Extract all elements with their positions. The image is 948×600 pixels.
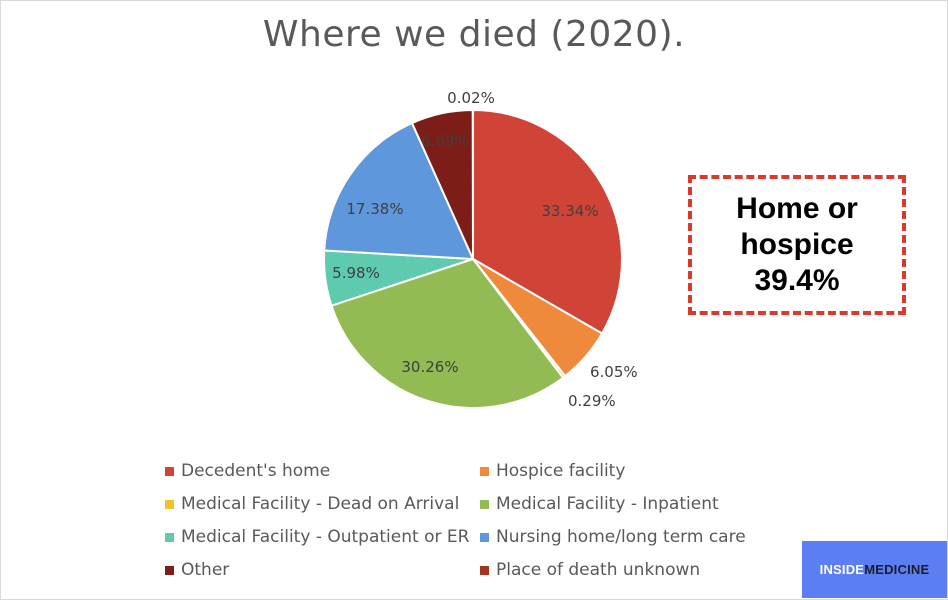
- legend-item: Place of death unknown: [480, 559, 780, 581]
- legend-item: Other: [165, 559, 480, 581]
- chart-title: Where we died (2020).: [262, 14, 686, 55]
- legend-label: Nursing home/long term care: [496, 527, 746, 547]
- pie-slice-medical-facility-inpatient: [330, 257, 565, 409]
- legend-item: Hospice facility: [480, 460, 780, 482]
- legend-swatch: [165, 499, 174, 509]
- pie-slice-nursing-home-long-term-care: [323, 121, 475, 261]
- slice-data-label: 0.29%: [568, 392, 616, 410]
- pie-slice-decedent-s-home: [472, 108, 623, 335]
- legend-label: Place of death unknown: [496, 560, 701, 580]
- legend-item: Medical Facility - Dead on Arrival: [165, 493, 480, 515]
- legend-label: Medical Facility - Outpatient or ER: [181, 527, 470, 547]
- brand-logo-text: INSIDEMEDICINE: [819, 562, 930, 577]
- legend-swatch: [480, 565, 489, 575]
- legend-swatch: [480, 466, 489, 476]
- slice-data-label: 6.69%: [421, 132, 469, 150]
- legend-item: Medical Facility - Inpatient: [480, 493, 780, 515]
- legend-label: Medical Facility - Inpatient: [496, 494, 719, 514]
- slice-data-label: 5.98%: [332, 264, 380, 282]
- legend-label: Hospice facility: [496, 461, 626, 481]
- legend-item: Nursing home/long term care: [480, 526, 780, 548]
- legend-item: Medical Facility - Outpatient or ER: [165, 526, 480, 548]
- legend-swatch: [165, 565, 174, 575]
- callout-text: Home or hospice 39.4%: [736, 191, 858, 299]
- slice-data-label: 30.26%: [401, 358, 458, 376]
- callout-box: Home or hospice 39.4%: [688, 175, 906, 315]
- brand-logo: INSIDEMEDICINE: [802, 541, 947, 598]
- legend-label: Decedent's home: [181, 461, 331, 481]
- callout-line-3: 39.4%: [754, 264, 840, 297]
- legend-swatch: [165, 532, 174, 542]
- legend-swatch: [165, 466, 174, 476]
- legend-item: Decedent's home: [165, 460, 480, 482]
- slice-data-label: 33.34%: [541, 202, 598, 220]
- legend-label: Other: [181, 560, 230, 580]
- legend-swatch: [480, 499, 489, 509]
- callout-line-2: hospice: [740, 228, 854, 261]
- slice-data-label: 17.38%: [346, 200, 403, 218]
- slice-data-label: 6.05%: [590, 363, 638, 381]
- legend: Decedent's home Hospice facility Medical F…: [165, 460, 780, 581]
- legend-swatch: [480, 532, 489, 542]
- callout-line-1: Home or: [736, 192, 858, 225]
- legend-label: Medical Facility - Dead on Arrival: [181, 494, 460, 514]
- slice-data-label: 0.02%: [447, 89, 495, 107]
